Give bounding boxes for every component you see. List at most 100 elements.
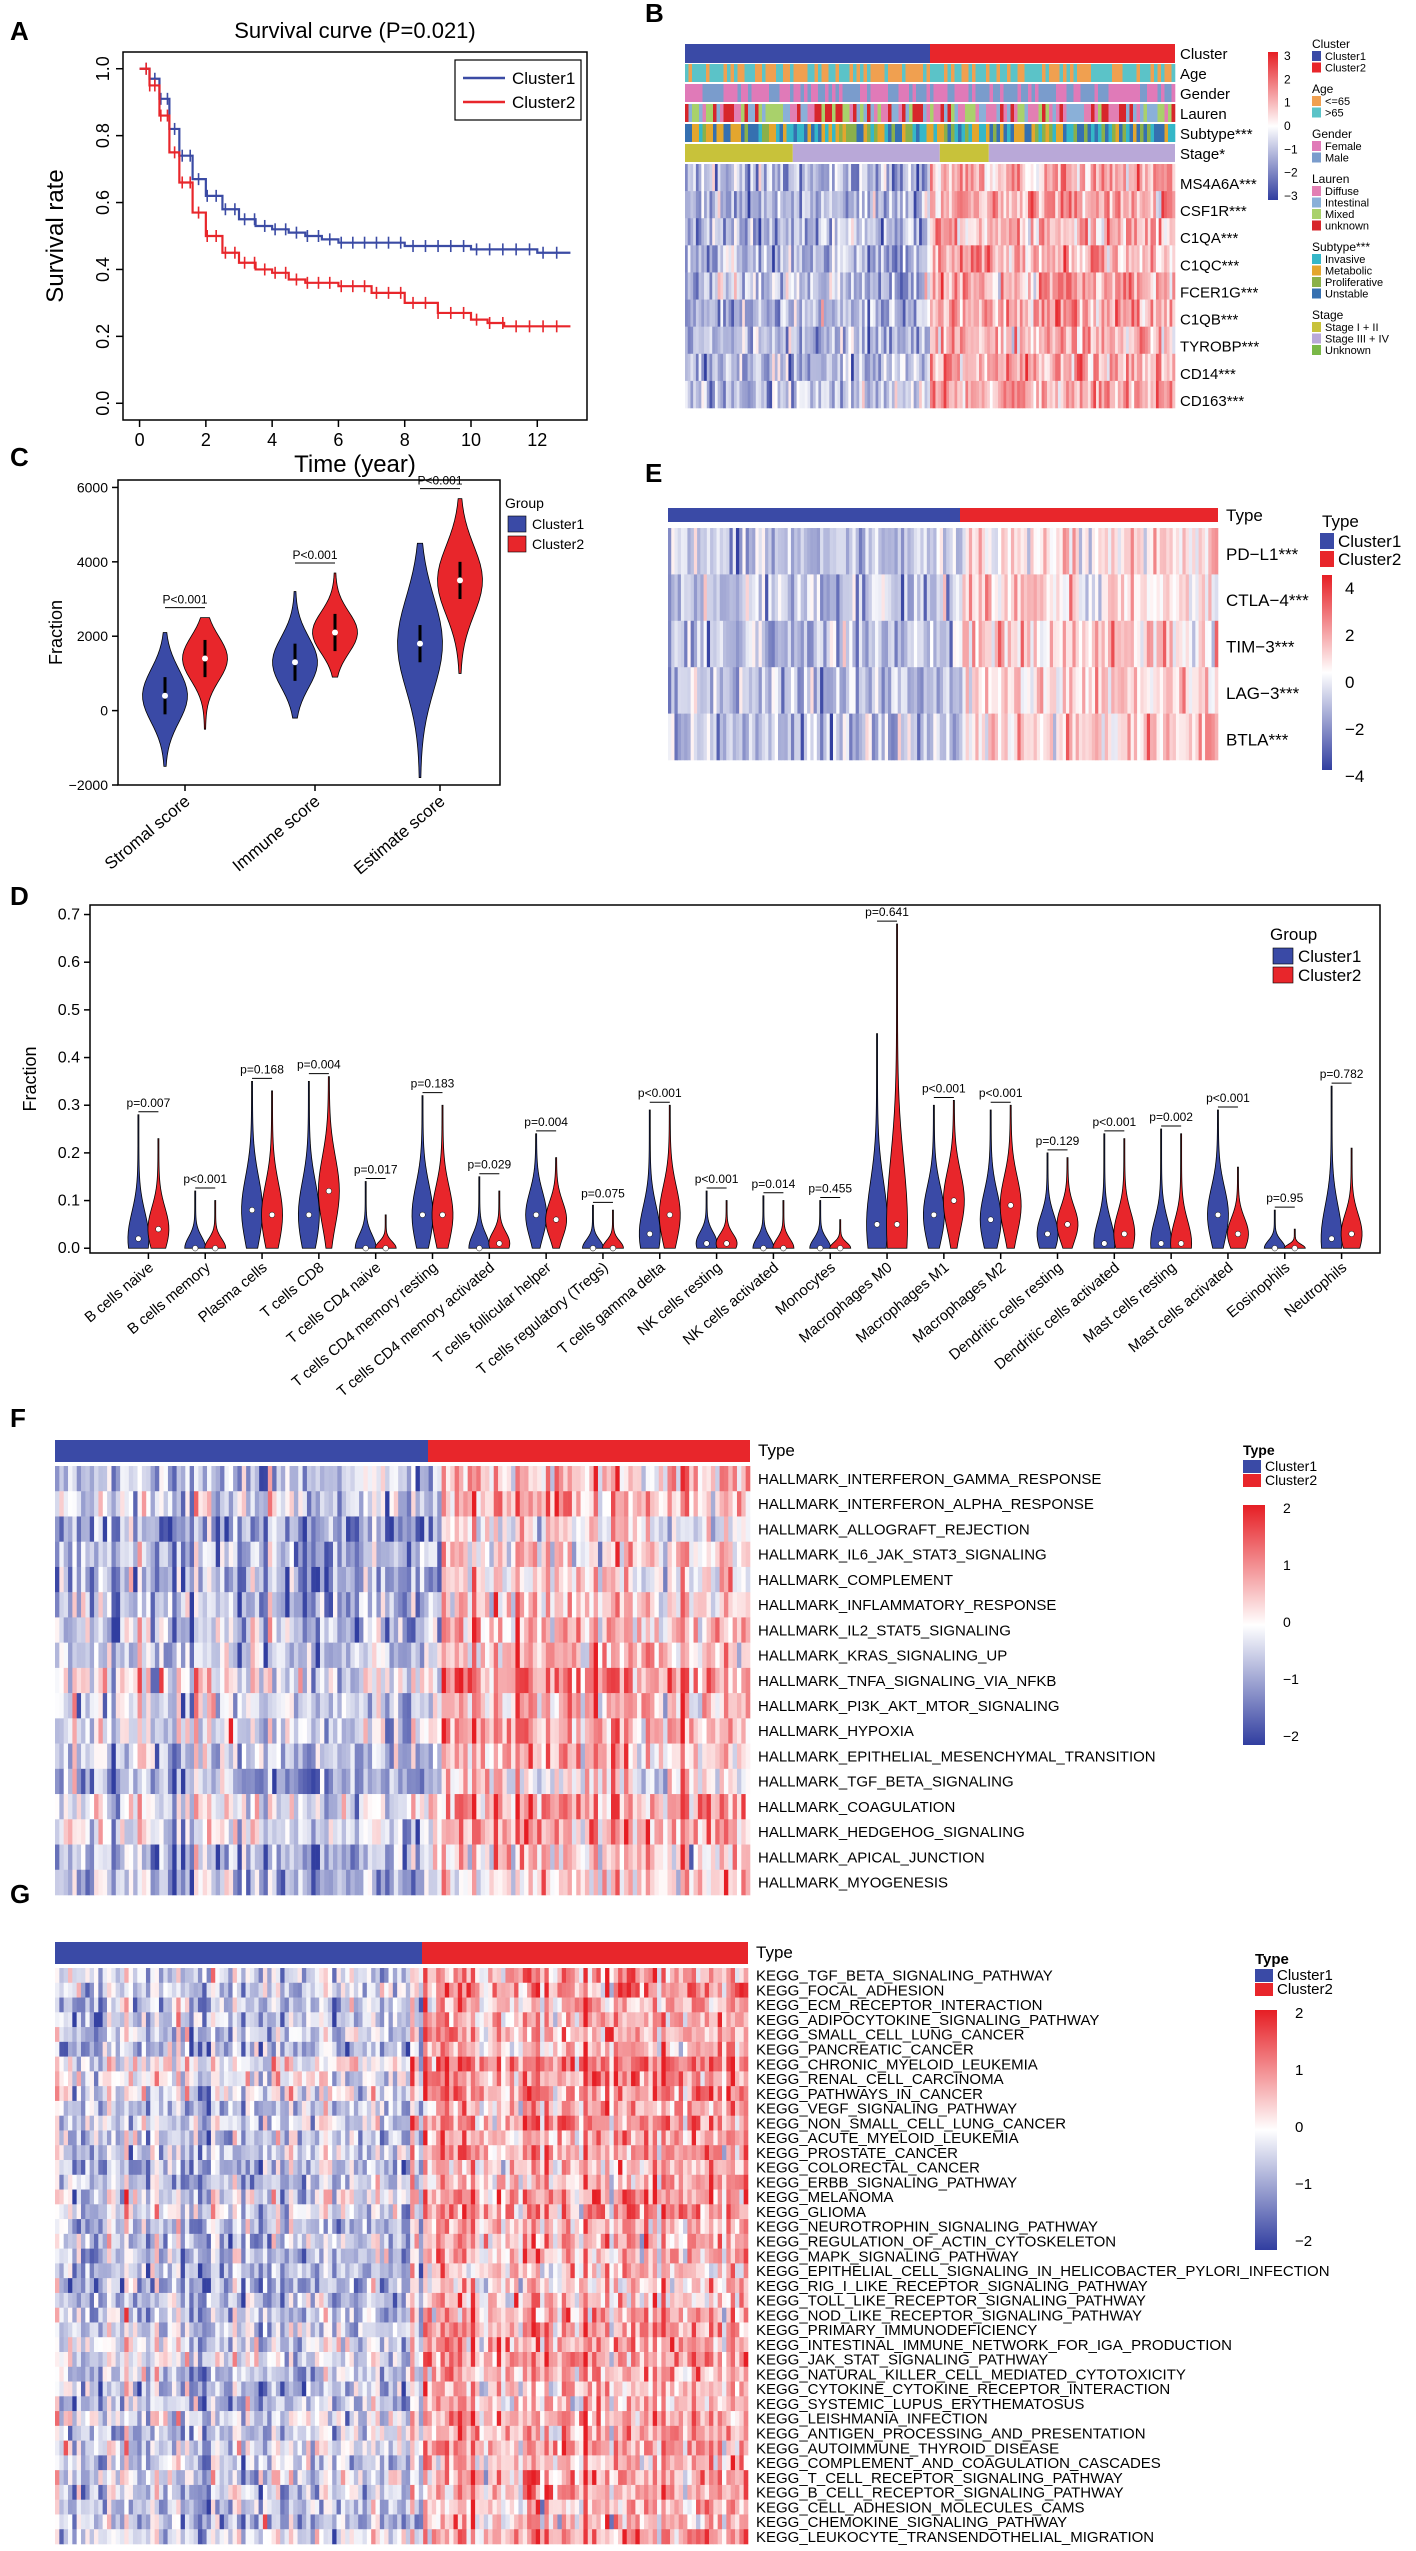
heat-cell [389, 1642, 395, 1669]
heat-cell [1159, 620, 1164, 668]
heat-cell [791, 191, 795, 219]
heat-cell [1020, 620, 1025, 668]
heat-cell [952, 667, 957, 714]
legend-item: Stage I + II [1325, 322, 1379, 334]
heat-cell [1153, 245, 1157, 273]
pvalue-label: p=0.017 [354, 1162, 398, 1176]
heat-cell [450, 1466, 455, 1492]
heat-cell [663, 1642, 668, 1669]
heat-cell [402, 1617, 408, 1643]
heat-cell [1003, 245, 1007, 273]
anno-cell [1112, 124, 1116, 142]
heat-cell [1074, 164, 1078, 192]
heat-cell [881, 353, 885, 382]
heat-cell [220, 1491, 225, 1517]
heat-cell [747, 380, 751, 409]
heat-cell [185, 1466, 190, 1492]
heat-cell [788, 245, 792, 273]
anno-cell [975, 64, 980, 82]
heat-cell [735, 528, 740, 575]
heat-cell [406, 1566, 412, 1593]
anno-cell [1052, 64, 1057, 82]
heat-cell [731, 326, 735, 355]
legend-swatch [1312, 265, 1321, 276]
heat-cell [803, 713, 808, 761]
heat-cell [1049, 164, 1053, 192]
heat-cell [1117, 574, 1122, 622]
anno-cell [800, 64, 805, 82]
heat-cell [693, 299, 697, 327]
heat-cell [771, 574, 776, 622]
heat-cell [680, 620, 685, 668]
heat-cell [735, 667, 740, 714]
heat-cell [949, 667, 954, 714]
heat-cell [774, 620, 779, 668]
heat-cell [333, 1516, 338, 1543]
anno-cell [1168, 104, 1172, 122]
heat-cell [842, 245, 846, 273]
heat-cell [315, 1642, 321, 1669]
legend-swatch [1320, 551, 1334, 567]
heat-cell [593, 1541, 599, 1568]
heat-cell [994, 667, 999, 714]
heat-cell [1022, 245, 1026, 273]
legend-swatch [1312, 220, 1321, 231]
heat-cell [1022, 380, 1026, 409]
median-dot [893, 1221, 901, 1228]
violin-cluster2 [1340, 1147, 1363, 1249]
legend-swatch [1312, 96, 1321, 106]
median-dot [496, 1240, 503, 1247]
heat-cell [1192, 713, 1196, 761]
anno-cell [755, 104, 759, 122]
anno-cell [1056, 124, 1060, 142]
heat-cell [962, 353, 966, 382]
heat-cell [1072, 713, 1076, 761]
heat-cell [68, 1466, 73, 1492]
heat-cell [254, 1592, 260, 1618]
heat-cell [1065, 574, 1070, 622]
heat-cell [818, 164, 822, 192]
heat-cell [853, 299, 857, 327]
heat-cell [319, 1541, 325, 1568]
heat-cell [908, 218, 912, 246]
anno-cell [912, 124, 917, 142]
heat-cell [858, 620, 863, 668]
median-dot [817, 1245, 824, 1252]
heat-cell [650, 1617, 655, 1643]
heat-cell [563, 1667, 568, 1694]
anno-cell [807, 104, 812, 122]
heat-cell [480, 1617, 486, 1643]
heat-cell [1062, 528, 1067, 575]
heat-cell [285, 1516, 290, 1543]
heat-cell [1169, 326, 1173, 355]
heat-cell [732, 1642, 738, 1669]
heat-cell [991, 620, 996, 668]
anno-cell [723, 64, 728, 82]
heat-cell [102, 1516, 108, 1543]
heat-cell [1155, 299, 1159, 327]
heat-cell [807, 272, 811, 300]
heat-cell [704, 218, 708, 246]
heat-cell [698, 380, 702, 409]
heat-cell [1195, 620, 1199, 668]
heat-cell [894, 620, 899, 668]
heat-cell [337, 1566, 342, 1593]
heat-cell [1068, 272, 1072, 300]
heat-cell [567, 1667, 573, 1694]
heat-cell [872, 353, 876, 382]
heat-cell [1023, 667, 1028, 714]
heat-cell [1077, 299, 1081, 327]
heat-cell [63, 1491, 69, 1517]
anno-cell [1150, 124, 1155, 142]
heat-cell [1047, 245, 1051, 273]
heat-cell [267, 1592, 273, 1618]
violin-cluster2 [261, 1090, 283, 1249]
heat-cell [159, 1667, 164, 1694]
heat-cell [1088, 713, 1093, 761]
heat-cell [1082, 620, 1086, 668]
heat-cell [943, 574, 947, 622]
heat-cell [1069, 667, 1073, 714]
median-dot [439, 1211, 446, 1218]
heat-cell [739, 380, 743, 409]
heat-cell [780, 272, 784, 300]
